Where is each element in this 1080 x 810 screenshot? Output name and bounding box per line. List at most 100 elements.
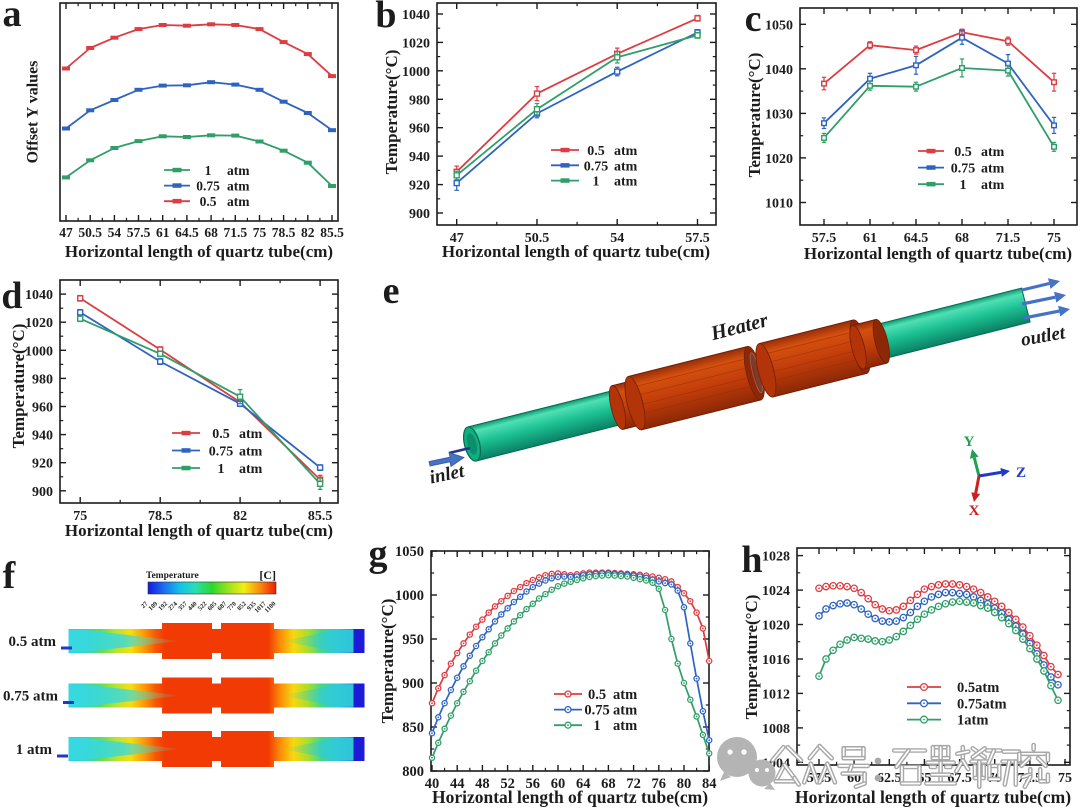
svg-text:78.5: 78.5 <box>148 509 173 524</box>
svg-text:Horizontal length of quartz tu: Horizontal length of quartz tube(cm) <box>442 242 710 261</box>
svg-text:h: h <box>741 539 762 581</box>
svg-text:62.5: 62.5 <box>877 771 902 786</box>
svg-text:atm: atm <box>981 162 1005 177</box>
svg-text:1040: 1040 <box>25 288 53 303</box>
svg-text:50.5: 50.5 <box>525 231 550 246</box>
svg-text:82: 82 <box>301 225 315 240</box>
svg-text:Horizontal length of quartz tu: Horizontal length of quartz tube(cm) <box>795 787 1071 807</box>
svg-text:1000: 1000 <box>402 65 430 80</box>
svg-text:60: 60 <box>551 776 566 792</box>
svg-text:atm: atm <box>239 462 263 477</box>
svg-text:Horizontal length of quartz tu: Horizontal length of quartz tube(cm) <box>804 244 1072 263</box>
svg-text:1: 1 <box>593 175 600 190</box>
svg-text:75: 75 <box>1047 231 1061 246</box>
svg-text:900: 900 <box>32 485 53 500</box>
svg-text:a: a <box>3 0 22 35</box>
svg-text:57.5: 57.5 <box>812 231 837 246</box>
svg-text:50.5: 50.5 <box>78 225 102 240</box>
svg-text:1: 1 <box>593 718 600 734</box>
svg-text:900: 900 <box>409 207 430 222</box>
svg-text:920: 920 <box>32 457 53 472</box>
svg-text:[C]: [C] <box>259 568 276 582</box>
svg-text:Y: Y <box>964 434 975 450</box>
svg-text:0.5 atm: 0.5 atm <box>9 634 57 650</box>
svg-text:440: 440 <box>187 600 199 612</box>
svg-text:960: 960 <box>409 122 430 137</box>
svg-text:54: 54 <box>610 231 624 246</box>
svg-text:e: e <box>383 270 400 312</box>
svg-text:0.5: 0.5 <box>212 427 230 442</box>
svg-text:52: 52 <box>500 776 515 792</box>
svg-text:d: d <box>1 275 22 317</box>
svg-text:1040: 1040 <box>765 63 793 78</box>
svg-text:61: 61 <box>863 231 877 246</box>
svg-text:0.75: 0.75 <box>951 162 976 177</box>
svg-text:atm: atm <box>614 144 638 159</box>
svg-text:1020: 1020 <box>402 36 430 51</box>
svg-text:82: 82 <box>233 509 247 524</box>
svg-text:0.75: 0.75 <box>209 445 234 460</box>
svg-text:atm: atm <box>613 687 637 703</box>
svg-text:64: 64 <box>576 776 591 792</box>
svg-text:800: 800 <box>402 764 424 780</box>
svg-text:85.5: 85.5 <box>320 225 344 240</box>
svg-text:64.5: 64.5 <box>904 231 929 246</box>
svg-text:1: 1 <box>218 462 225 477</box>
svg-text:47: 47 <box>450 231 464 246</box>
svg-text:1050: 1050 <box>395 544 424 560</box>
svg-text:0.5: 0.5 <box>587 144 605 159</box>
svg-text:61: 61 <box>156 225 170 240</box>
svg-text:76: 76 <box>652 776 667 792</box>
svg-text:71.5: 71.5 <box>223 225 247 240</box>
svg-text:75: 75 <box>73 509 87 524</box>
svg-text:68: 68 <box>955 231 969 246</box>
svg-text:850: 850 <box>402 720 424 736</box>
svg-text:900: 900 <box>402 676 424 692</box>
svg-text:1020: 1020 <box>762 619 790 634</box>
svg-text:64.5: 64.5 <box>175 225 199 240</box>
svg-text:1040: 1040 <box>402 8 430 23</box>
svg-text:f: f <box>3 555 17 597</box>
svg-text:1: 1 <box>960 178 967 193</box>
svg-text:outlet: outlet <box>1019 322 1067 351</box>
svg-text:1008: 1008 <box>762 722 790 737</box>
svg-text:57.5: 57.5 <box>127 225 151 240</box>
svg-text:40: 40 <box>425 776 440 792</box>
svg-text:84: 84 <box>702 776 717 792</box>
svg-text:atm: atm <box>227 194 250 209</box>
svg-text:1050: 1050 <box>765 18 793 33</box>
svg-text:68: 68 <box>204 225 218 240</box>
svg-text:57.5: 57.5 <box>685 231 710 246</box>
svg-text:75: 75 <box>1058 771 1072 786</box>
svg-text:980: 980 <box>409 93 430 108</box>
svg-text:1010: 1010 <box>765 197 793 212</box>
svg-text:980: 980 <box>32 372 53 387</box>
svg-text:0.5atm: 0.5atm <box>957 680 999 696</box>
svg-text:1012: 1012 <box>762 687 790 702</box>
svg-text:c: c <box>745 0 762 40</box>
svg-text:0.5: 0.5 <box>954 145 972 160</box>
svg-text:atm: atm <box>614 159 638 174</box>
svg-text:54: 54 <box>108 225 122 240</box>
svg-text:atm: atm <box>227 179 250 194</box>
svg-text:85.5: 85.5 <box>308 509 333 524</box>
svg-text:1100: 1100 <box>264 600 278 614</box>
svg-text:Horizontal length of quartz tu: Horizontal length of quartz tube(cm) <box>65 242 333 261</box>
svg-text:0.5: 0.5 <box>588 687 606 703</box>
svg-text:56: 56 <box>526 776 541 792</box>
svg-text:X: X <box>969 503 980 519</box>
svg-text:72: 72 <box>626 776 641 792</box>
svg-text:940: 940 <box>32 429 53 444</box>
svg-text:0.75: 0.75 <box>584 159 609 174</box>
svg-text:27: 27 <box>140 600 150 610</box>
svg-text:522: 522 <box>197 600 209 612</box>
svg-text:atm: atm <box>981 178 1005 193</box>
svg-text:1016: 1016 <box>762 653 790 668</box>
svg-text:Temperature(°C): Temperature(°C) <box>742 595 761 720</box>
svg-text:atm: atm <box>613 718 637 734</box>
svg-text:68: 68 <box>601 776 616 792</box>
svg-text:78.5: 78.5 <box>272 225 296 240</box>
svg-text:0.75: 0.75 <box>196 179 220 194</box>
svg-text:1028: 1028 <box>762 550 790 565</box>
svg-text:0.75atm: 0.75atm <box>957 696 1007 712</box>
